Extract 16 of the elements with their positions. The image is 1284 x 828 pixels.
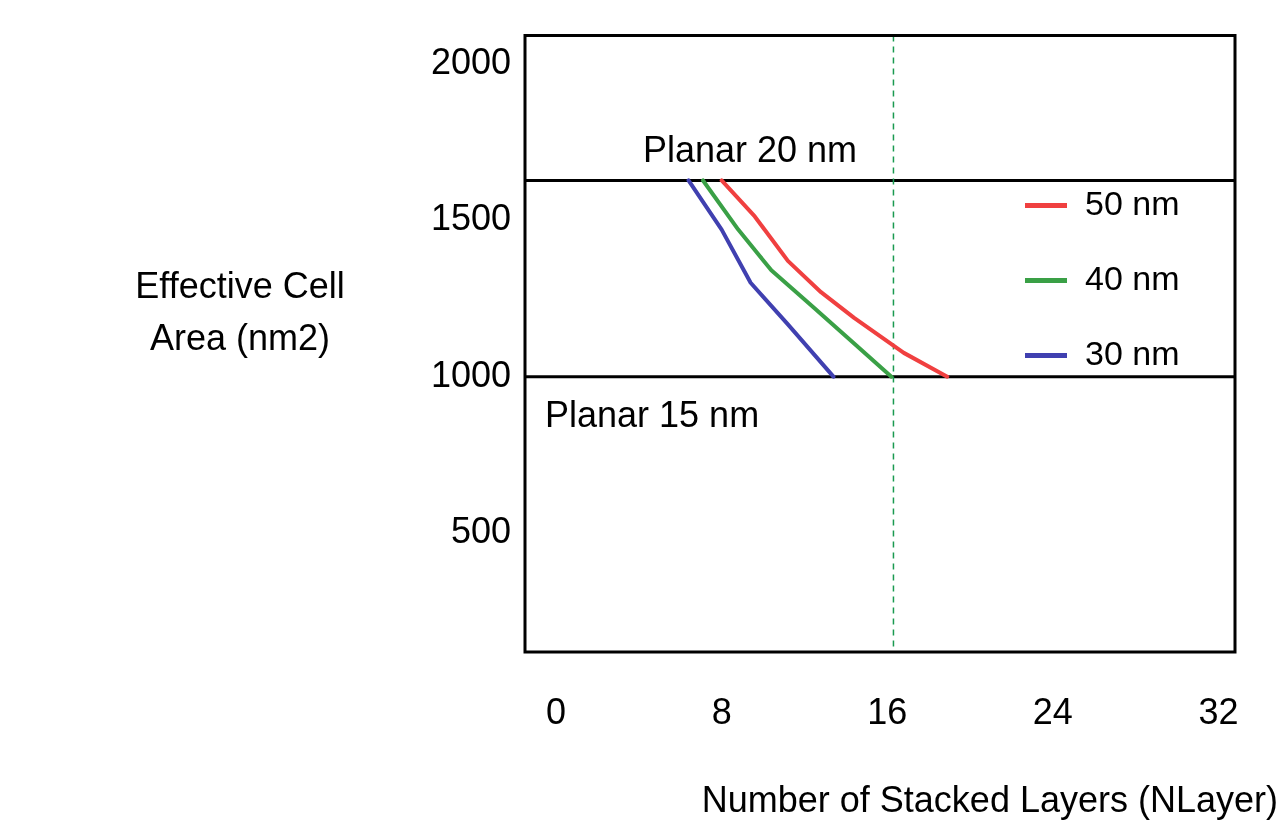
x-tick-label: 8 [711, 690, 732, 732]
y-tick-label: 1000 [430, 353, 511, 395]
y-tick-label: 500 [450, 510, 511, 552]
x-tick-label: 0 [546, 690, 567, 732]
x-axis-title: Number of Stacked Layers (NLayer) [701, 779, 1278, 820]
ref-line-label: Planar 20 nm [642, 129, 858, 171]
legend-label: 30 nm [1085, 333, 1180, 372]
y-axis-title: Effective Cell Area (nm2) [135, 264, 345, 358]
legend-label: 40 nm [1085, 258, 1180, 297]
y-tick-label: 1500 [430, 197, 511, 239]
y-tick-label: 2000 [430, 40, 511, 82]
x-tick-label: 24 [1032, 690, 1073, 732]
x-tick-label: 32 [1198, 690, 1239, 732]
ref-line-label: Planar 15 nm [545, 393, 760, 435]
x-tick-label: 16 [867, 690, 908, 732]
legend-label: 50 nm [1085, 183, 1180, 222]
